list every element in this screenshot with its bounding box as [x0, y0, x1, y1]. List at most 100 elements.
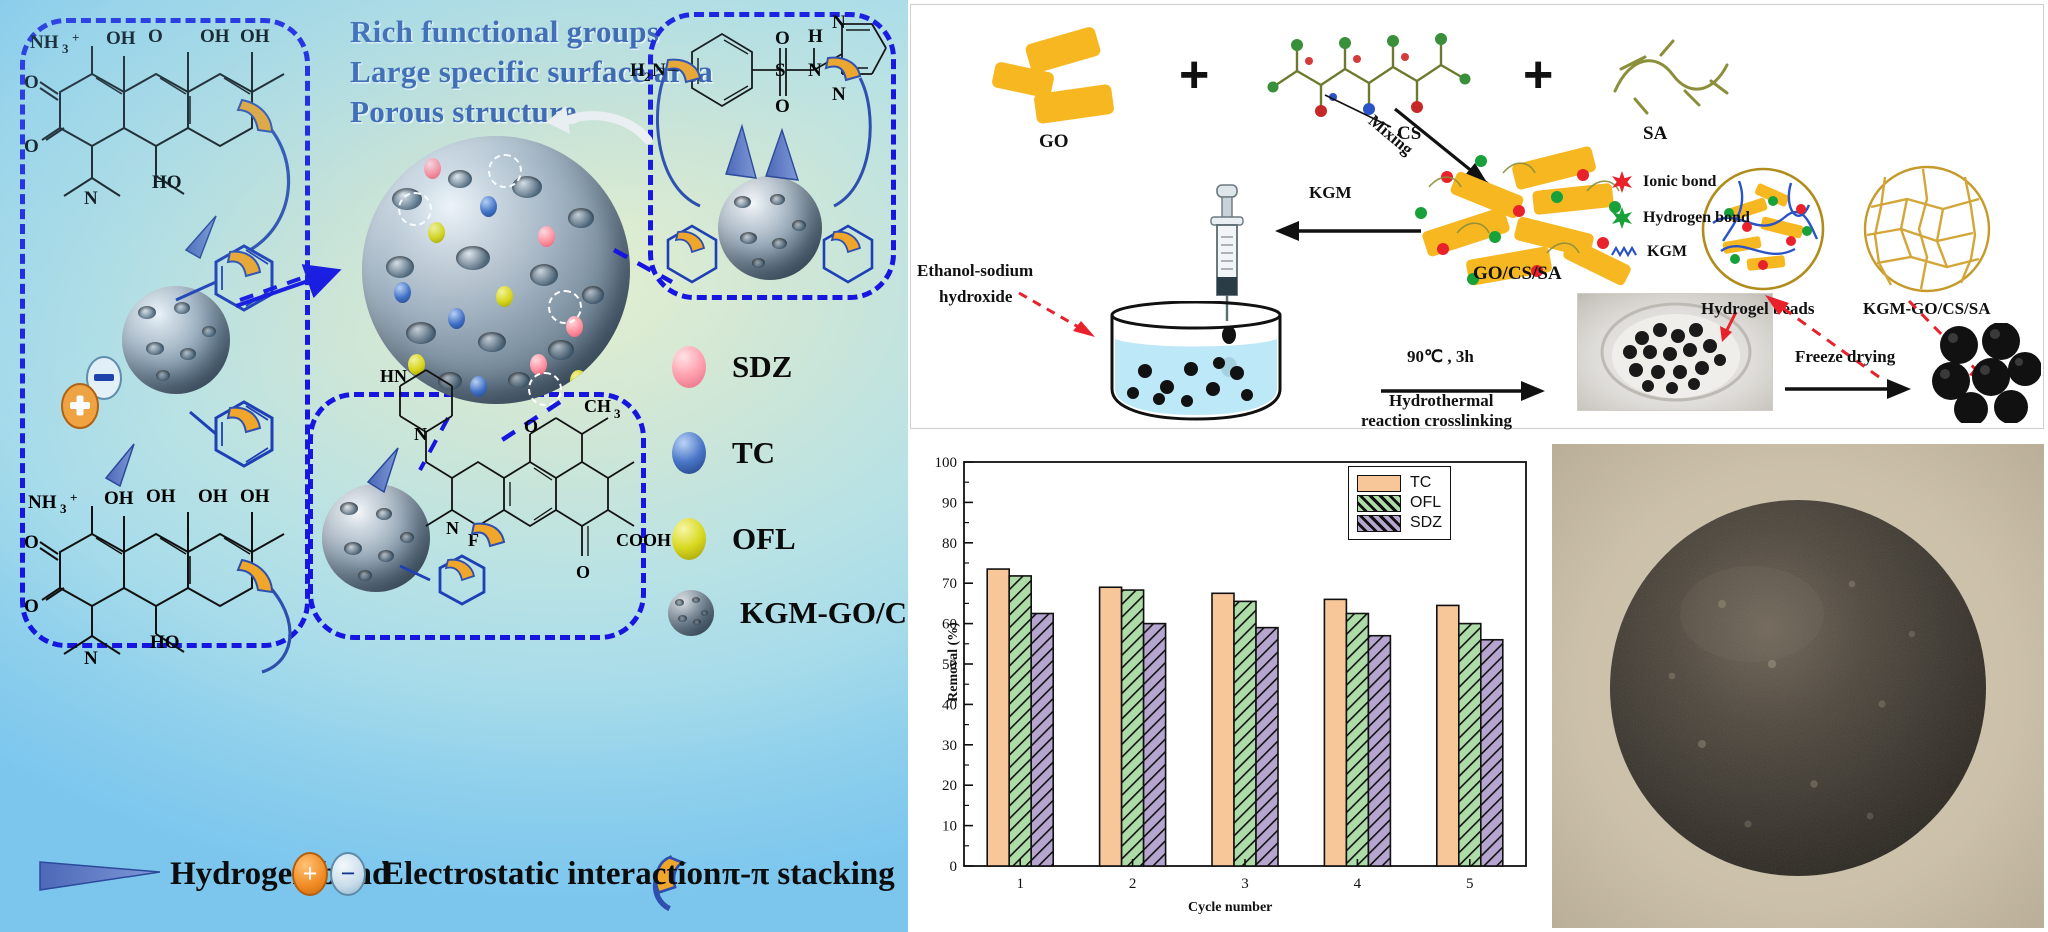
hydrogen-bond-star-icon: [1612, 207, 1632, 229]
bar-ofl-cycle-1: [1008, 575, 1032, 867]
highlight-circle-4: [528, 372, 562, 406]
ethanol-red-arrow: [1018, 291, 1095, 337]
svg-text:4: 4: [1354, 876, 1362, 892]
legend-label-tc: TC: [732, 435, 776, 470]
label-go: GO: [1039, 131, 1069, 152]
red-dashed-connector-1: [1765, 295, 1880, 379]
go-cs-sa-composite-icon: [1407, 145, 1657, 293]
highlight-circle-1: [398, 192, 432, 226]
bond-legend-ionic: Ionic bond: [1611, 171, 1716, 193]
hydrogel-beads-structure-icon: [1701, 167, 1825, 291]
bond-legend-label-ionic: Ionic bond: [1643, 173, 1717, 190]
legend-pi-pi-stacking: π-π stacking: [722, 856, 895, 893]
legend-label-electrostatic: Electrostatic interaction: [382, 855, 722, 892]
svg-text:20: 20: [942, 778, 957, 794]
chart-legend-label-sdz: SDZ: [1410, 514, 1442, 531]
legend-item-tc: TC: [672, 432, 775, 474]
chart-legend-row-ofl: OFL: [1357, 494, 1442, 512]
chart-legend-swatch-ofl: [1357, 494, 1401, 512]
ionic-bond-star-icon: [1612, 171, 1632, 193]
sphere-ofl-left: [322, 484, 430, 592]
synthesis-route-panel: GO +: [910, 4, 2044, 430]
legend-electrostatic: + − Electrostatic interaction: [292, 852, 721, 896]
svg-text:30: 30: [942, 738, 957, 754]
label-hydrothermal-temp: 90℃ , 3h: [1407, 347, 1474, 366]
legend-label-ofl: OFL: [732, 521, 796, 556]
bar-sdz-cycle-5: [1479, 638, 1504, 867]
svg-text:80: 80: [942, 536, 957, 552]
bar-sdz-cycle-1: [1030, 612, 1054, 867]
highlight-text-3: Porous structure: [350, 94, 577, 129]
bar-sdz-cycle-2: [1142, 622, 1167, 867]
bead-photo-vector: [1552, 444, 2044, 928]
ofl-marker-icon: [672, 518, 706, 560]
legend-item-sdz: SDZ: [672, 346, 792, 388]
porous-network-icon: [1863, 165, 1991, 293]
kgm-bead-marker-icon: [668, 590, 714, 636]
sphere-sdz-right: [718, 176, 822, 280]
chart-legend-label-tc: TC: [1410, 474, 1432, 491]
hydrogel-bead-photograph: [1552, 444, 2044, 928]
legend-item-ofl: OFL: [672, 518, 796, 560]
beaker-icon: [1110, 301, 1282, 421]
chart-legend-swatch-tc: [1357, 474, 1401, 492]
bar-tc-cycle-5: [1435, 604, 1460, 867]
reusability-bar-chart: 0 10 20 30 40 50 60 70 80 90 100 1 2 3 4 5 Removal (%) …: [912, 444, 1542, 928]
svg-text:0: 0: [950, 859, 958, 875]
bond-legend-kgm: KGM: [1611, 243, 1687, 261]
bar-tc-cycle-3: [1211, 592, 1235, 867]
highlight-circle-3: [548, 290, 582, 324]
sa-molecule-icon: [1613, 39, 1729, 115]
label-kgm: KGM: [1309, 183, 1352, 202]
chart-legend-label-ofl: OFL: [1410, 494, 1442, 511]
label-crosslinking: reaction crosslinking: [1361, 411, 1512, 430]
final-beads-icon: [1932, 323, 2041, 423]
highlight-text-1: Rich functional groups: [350, 14, 660, 49]
svg-text:10: 10: [942, 819, 957, 835]
label-cs: CS: [1397, 123, 1422, 144]
legend-label-pi-pi: π-π stacking: [722, 856, 895, 892]
bond-legend-label-kgm: KGM: [1647, 243, 1687, 260]
bar-sdz-cycle-3: [1255, 626, 1279, 867]
freeze-drying-arrow: [1785, 379, 1911, 399]
legend-label-sdz: SDZ: [732, 349, 793, 384]
hydrogel-beads-photo: [1577, 293, 1773, 411]
bar-sdz-cycle-4: [1367, 634, 1392, 867]
tc-marker-icon: [672, 432, 706, 474]
bar-ofl-cycle-3: [1233, 600, 1257, 867]
label-sa: SA: [1643, 123, 1668, 144]
label-ethanol-line2: hydroxide: [939, 287, 1013, 306]
plus-sign-2: +: [1523, 46, 1554, 104]
bond-legend-hydrogen: Hydrogen bond: [1611, 207, 1750, 229]
svg-text:3: 3: [1241, 876, 1249, 892]
bar-ofl-cycle-5: [1457, 622, 1482, 867]
chart-ylabel: Removal (%): [946, 622, 961, 702]
svg-text:HN: HN: [380, 366, 407, 386]
chart-canvas: 0 10 20 30 40 50 60 70 80 90 100 1 2 3 4 5: [935, 455, 1527, 892]
svg-text:N: N: [84, 648, 98, 669]
svg-text:5: 5: [1466, 876, 1474, 892]
minus-charge-icon: −: [330, 852, 366, 896]
hydrothermal-arrow: [1381, 381, 1545, 401]
bar-ofl-cycle-4: [1345, 612, 1370, 867]
label-freeze-drying: Freeze drying: [1795, 347, 1896, 366]
bond-legend-label-hydrogen: Hydrogen bond: [1643, 209, 1750, 226]
label-ethanol-line1: Ethanol-sodium: [917, 261, 1034, 280]
kgm-arrow: [1275, 221, 1421, 241]
right-column: GO +: [908, 0, 2048, 932]
bar-ofl-cycle-2: [1120, 589, 1145, 867]
highlight-circle-2: [488, 154, 522, 188]
label-kgm-go-cs-sa: KGM-GO/CS/SA: [1863, 299, 1991, 318]
chart-xlabel: Cycle number: [1188, 900, 1273, 915]
svg-text:50: 50: [942, 657, 957, 673]
sdz-structure-dashed-box: [648, 12, 896, 300]
chart-legend-row-sdz: SDZ: [1357, 514, 1442, 532]
bar-tc-cycle-2: [1098, 586, 1123, 867]
label-hydrothermal: Hydrothermal: [1389, 391, 1494, 410]
svg-text:2: 2: [1129, 876, 1137, 892]
plus-charge-icon: +: [292, 852, 328, 896]
legend-item-bead: KGM-GO/CS/SA: [668, 590, 908, 636]
cs-leader-line: [1324, 94, 1392, 128]
svg-text:1: 1: [1016, 876, 1024, 892]
